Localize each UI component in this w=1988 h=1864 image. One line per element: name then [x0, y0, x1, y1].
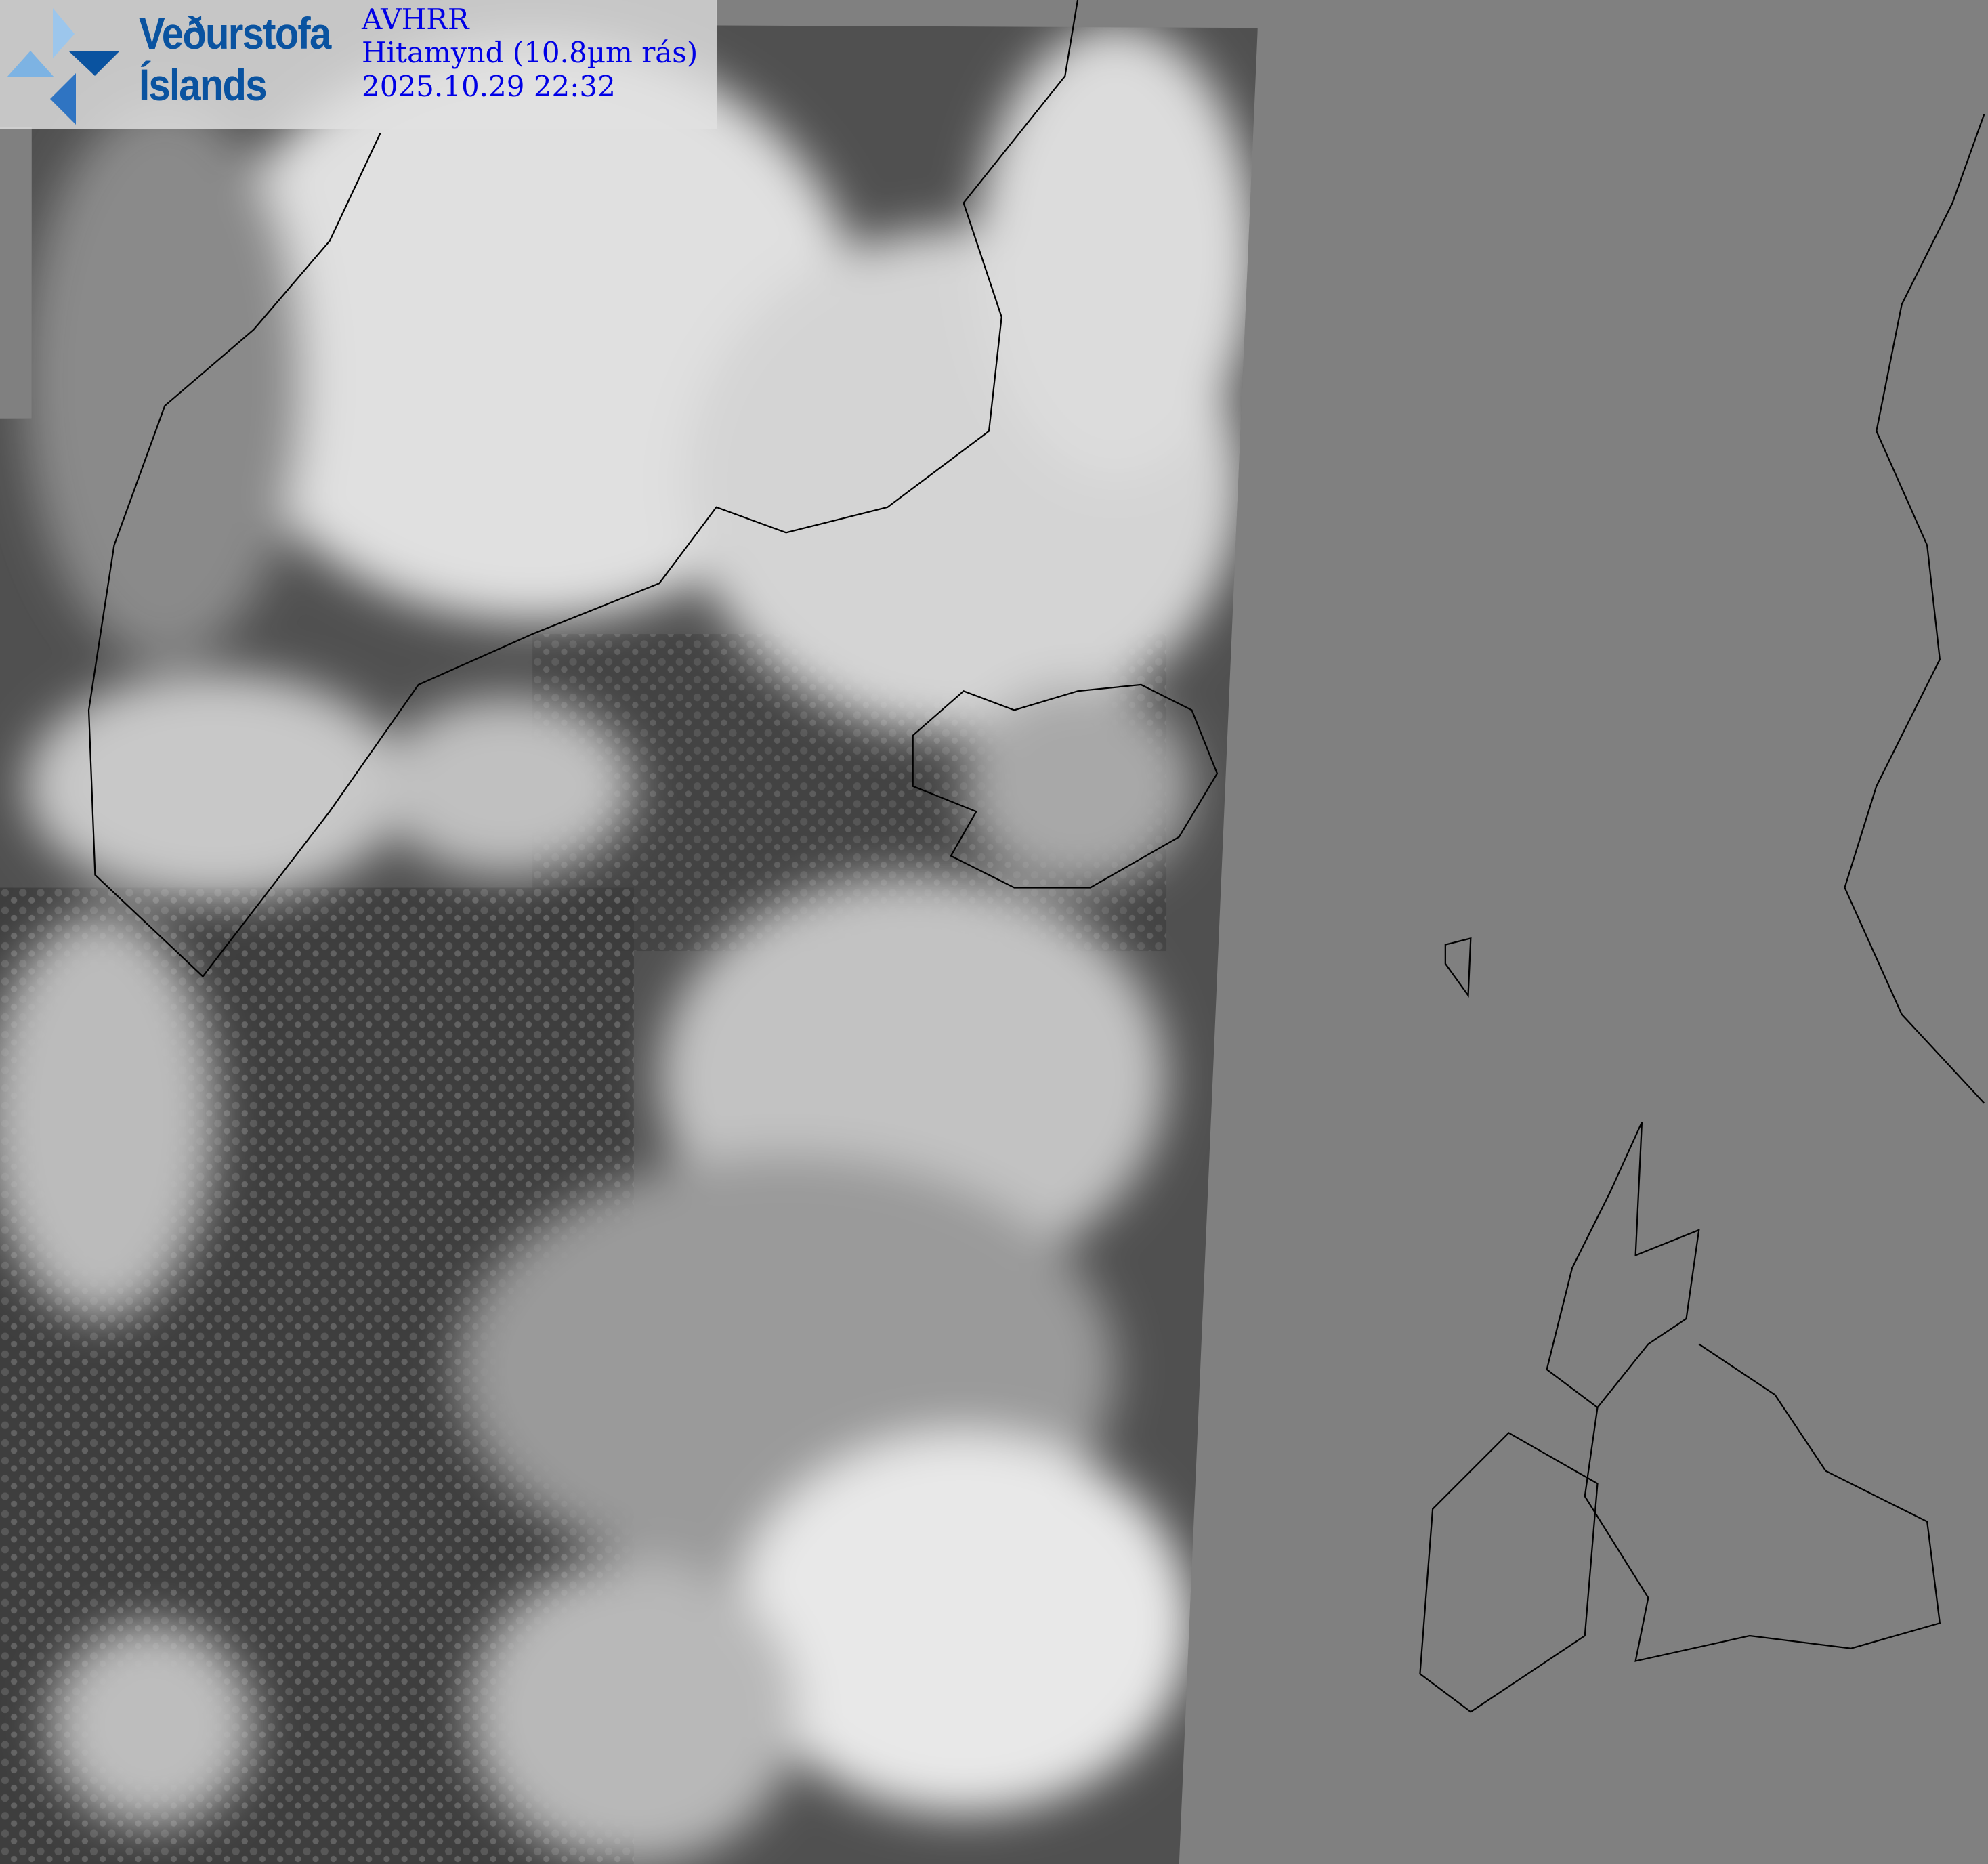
faroe-islands [1444, 937, 1472, 998]
great-britain-coast [1584, 1343, 1941, 1662]
coastlines [87, 0, 1985, 1713]
logo-text-line1: Veðurstofa [139, 8, 331, 58]
greenland-coast [87, 0, 1079, 978]
satellite-swath [0, 0, 1258, 1864]
logo-text-line2: Íslands [139, 60, 268, 110]
sensor-label: AVHRR [362, 3, 469, 36]
timestamp-label: 2025.10.29 22:32 [362, 70, 616, 103]
ireland-coast [1419, 1432, 1599, 1713]
vedurstofa-logo-icon [7, 8, 119, 125]
scotland-coast [1546, 1122, 1700, 1409]
product-label: Hitamynd (10.8µm rás) [362, 36, 698, 69]
header-panel: Veðurstofa Íslands AVHRR Hitamynd (10.8µ… [0, 0, 717, 129]
norway-coast [1844, 114, 1985, 1104]
iceland-coast [912, 683, 1219, 889]
